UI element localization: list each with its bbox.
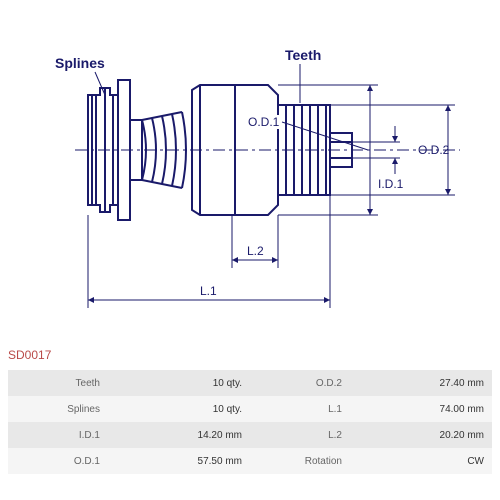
spec-label: L.1 bbox=[250, 396, 350, 422]
spec-value: 10 qty. bbox=[108, 370, 250, 396]
table-row: I.D.1 14.20 mm L.2 20.20 mm bbox=[8, 422, 492, 448]
spec-value: 57.50 mm bbox=[108, 448, 250, 474]
table-row: O.D.1 57.50 mm Rotation CW bbox=[8, 448, 492, 474]
spec-label: Teeth bbox=[8, 370, 108, 396]
table-row: Teeth 10 qty. O.D.2 27.40 mm bbox=[8, 370, 492, 396]
spec-label: I.D.1 bbox=[8, 422, 108, 448]
spec-value: 27.40 mm bbox=[350, 370, 492, 396]
label-teeth: Teeth bbox=[285, 47, 321, 63]
spec-value: 74.00 mm bbox=[350, 396, 492, 422]
dim-label-od2: O.D.2 bbox=[418, 143, 450, 157]
dim-label-id1: I.D.1 bbox=[378, 177, 404, 191]
spec-label: Splines bbox=[8, 396, 108, 422]
technical-diagram: Splines Teeth O.D.1 I.D.1 O.D.2 L.2 bbox=[0, 0, 500, 345]
spec-label: O.D.1 bbox=[8, 448, 108, 474]
dim-label-l2: L.2 bbox=[247, 244, 264, 258]
spec-value: 14.20 mm bbox=[108, 422, 250, 448]
spec-label: L.2 bbox=[250, 422, 350, 448]
spec-label: Rotation bbox=[250, 448, 350, 474]
spec-value: 20.20 mm bbox=[350, 422, 492, 448]
spec-label: O.D.2 bbox=[250, 370, 350, 396]
spec-table: Teeth 10 qty. O.D.2 27.40 mm Splines 10 … bbox=[8, 370, 492, 474]
dim-label-l1: L.1 bbox=[200, 284, 217, 298]
table-row: Splines 10 qty. L.1 74.00 mm bbox=[8, 396, 492, 422]
label-splines: Splines bbox=[55, 55, 105, 71]
part-code: SD0017 bbox=[8, 348, 51, 362]
dim-label-od1: O.D.1 bbox=[248, 115, 280, 129]
spec-value: 10 qty. bbox=[108, 396, 250, 422]
spec-value: CW bbox=[350, 448, 492, 474]
